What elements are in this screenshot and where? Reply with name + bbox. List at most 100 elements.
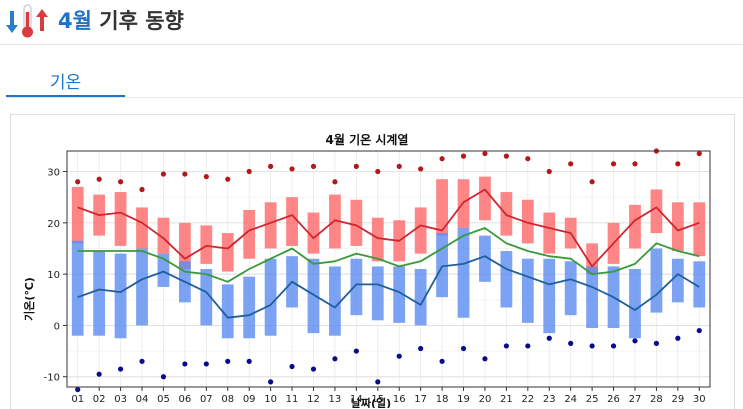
min-temp-range-bar [157, 253, 170, 287]
max-extreme-point [139, 186, 145, 193]
max-temp-range-bar [136, 207, 148, 249]
mean-temp-line [77, 227, 700, 283]
header-divider [0, 44, 743, 45]
x-tick-label: 25 [586, 394, 599, 405]
min-temp-range-bar [693, 261, 706, 308]
max-extreme-point [503, 153, 509, 159]
x-tick-label: 26 [607, 394, 620, 405]
min-extreme-point [610, 343, 617, 349]
min-extreme-point [353, 348, 359, 354]
x-tick-label: 28 [650, 394, 663, 405]
min-extreme-point [182, 361, 188, 367]
max-extreme-point [482, 150, 488, 157]
plot-frame [66, 150, 711, 388]
x-tick-label: 04 [136, 394, 149, 405]
min-extreme-point [289, 363, 295, 370]
min-extreme-point [503, 343, 509, 349]
min-extreme-point [568, 340, 574, 346]
max-temp-range-bar [157, 217, 170, 254]
max-temp-range-bar [693, 202, 706, 257]
min-extreme-point [525, 343, 531, 349]
max-extreme-point [268, 163, 274, 169]
max-extreme-point [375, 168, 381, 175]
min-extreme-point [696, 327, 702, 334]
max-extreme-point [418, 166, 424, 172]
min-temp-range-bar [71, 240, 84, 336]
min-extreme-point [268, 379, 274, 385]
min-temp-range-bar [586, 266, 599, 328]
max-temp-range-bar [650, 189, 663, 234]
min-temp-range-bar [136, 248, 148, 326]
max-extreme-point [589, 179, 595, 185]
max-temp-range-bar [436, 179, 448, 236]
max-extreme-point [289, 166, 295, 172]
y-tick-label: 0 [54, 321, 60, 332]
x-tick-label: 01 [71, 394, 84, 405]
max-temp-range-bar [200, 225, 213, 264]
max-extreme-point [632, 161, 638, 167]
min-temp-range-bar [479, 235, 491, 282]
min-temp-range-bar [393, 266, 406, 323]
min-extreme-point [460, 345, 467, 352]
x-tick-label: 09 [243, 394, 256, 405]
y-tick-label: 20 [47, 219, 60, 230]
x-tick-label: 20 [479, 394, 492, 405]
max-temp-range-bar [286, 197, 298, 246]
min-extreme-point [310, 366, 317, 372]
max-extreme-point [546, 168, 552, 175]
max-temp-range-bar [329, 194, 341, 249]
max-temp-range-bar [243, 210, 256, 259]
min-temp-range-bar [414, 269, 427, 326]
x-tick-label: 11 [286, 394, 299, 405]
min-temp-range-bar [650, 248, 663, 313]
max-temp-range-bar [479, 176, 491, 221]
tab-temperature[interactable]: 기온 [6, 64, 125, 98]
max-extreme-point [353, 163, 359, 169]
max-extreme-point [203, 174, 209, 180]
x-tick-label: 15 [371, 394, 384, 405]
min-temp-line [77, 255, 700, 319]
min-temp-range-bar [629, 269, 641, 339]
chart-axes: -10 0 10 20 30 01 02 03 04 05 06 07 08 09 10 11 12 13 14 15… [44, 150, 711, 405]
min-temp-range-bar [500, 251, 513, 308]
min-extreme-point [375, 379, 381, 385]
max-temp-range-bar [543, 212, 556, 254]
max-extreme-point [696, 150, 702, 157]
x-tick-label: 05 [157, 394, 170, 405]
x-tick-label: 12 [307, 394, 320, 405]
page-header: 4월 기후 동향 [0, 0, 743, 42]
max-temp-range-bar [371, 217, 384, 262]
x-tick-label: 19 [457, 394, 470, 405]
min-extreme-point [246, 358, 252, 364]
y-tick-label: 30 [47, 168, 60, 179]
max-extreme-point [160, 171, 167, 177]
chart-x-axis-label: 날짜(일) [351, 396, 391, 408]
min-extreme-point [418, 345, 424, 352]
min-extreme-point [203, 361, 209, 367]
max-temp-range-bar [114, 192, 127, 246]
max-extreme-point [117, 179, 124, 185]
max-temp-range-bar [350, 199, 363, 246]
max-temp-range-bar [414, 207, 427, 254]
min-extreme-point [332, 356, 338, 362]
max-extreme-point [225, 176, 231, 182]
y-tick-label: -10 [44, 373, 60, 384]
tab-divider [6, 97, 743, 98]
chart-y-axis-label: 기온(℃) [22, 277, 36, 321]
x-tick-label: 07 [200, 394, 213, 405]
min-extreme-point [439, 358, 445, 364]
min-extreme-point [139, 358, 145, 364]
min-temp-range-bar [350, 258, 363, 316]
x-tick-label: 23 [543, 394, 556, 405]
min-extreme-point [482, 356, 488, 362]
min-extreme-point [117, 366, 124, 372]
min-extreme-point [96, 371, 102, 377]
max-temp-range-bar [264, 202, 277, 249]
x-tick-label: 14 [350, 394, 363, 405]
max-temp-range-bar [671, 202, 684, 252]
max-temp-range-bar [521, 199, 534, 244]
min-temp-range-bar [521, 258, 534, 323]
min-temp-range-bar [671, 258, 684, 303]
max-temp-line [77, 188, 700, 268]
min-temp-range-bar [329, 266, 341, 336]
